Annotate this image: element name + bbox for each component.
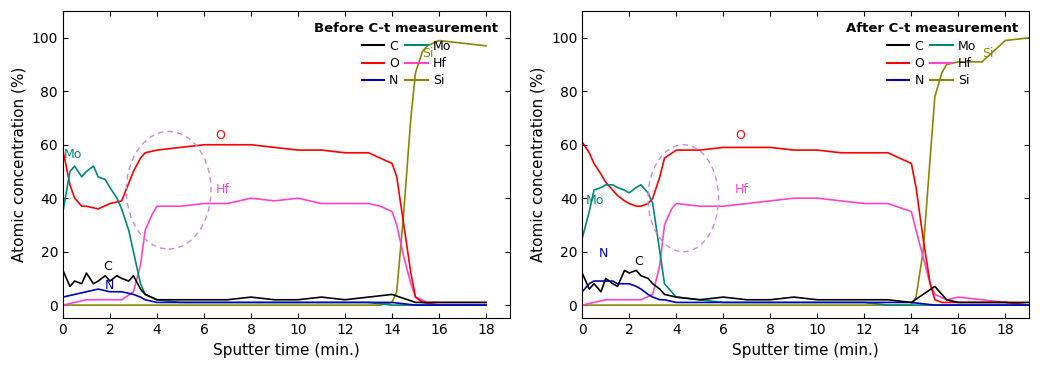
Text: Mo: Mo — [64, 148, 82, 161]
Text: Si: Si — [982, 46, 993, 59]
Text: O: O — [735, 130, 745, 142]
Text: N: N — [105, 279, 114, 292]
Y-axis label: Atomic concentration (%): Atomic concentration (%) — [11, 67, 26, 262]
X-axis label: Sputter time (min.): Sputter time (min.) — [732, 343, 879, 358]
Text: Si: Si — [422, 46, 434, 59]
Text: N: N — [599, 247, 608, 260]
Text: Hf: Hf — [215, 183, 230, 196]
Text: O: O — [215, 130, 226, 142]
Legend: C, O, N, Mo, Hf, Si: C, O, N, Mo, Hf, Si — [840, 17, 1022, 93]
Text: Hf: Hf — [735, 183, 749, 196]
Text: Mo: Mo — [586, 194, 604, 207]
Text: C: C — [634, 255, 643, 268]
Text: C: C — [103, 261, 111, 273]
Y-axis label: Atomic concentration (%): Atomic concentration (%) — [530, 67, 545, 262]
X-axis label: Sputter time (min.): Sputter time (min.) — [213, 343, 360, 358]
Legend: C, O, N, Mo, Hf, Si: C, O, N, Mo, Hf, Si — [309, 17, 503, 93]
